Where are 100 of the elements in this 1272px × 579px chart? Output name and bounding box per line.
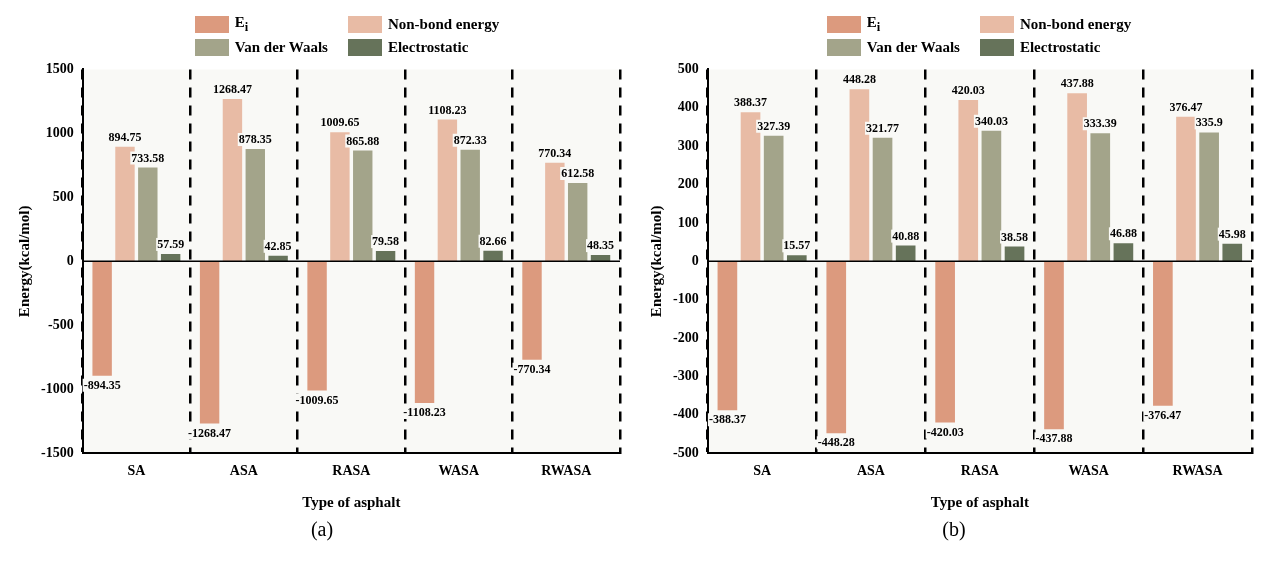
- x-tick-label: SA: [127, 463, 147, 479]
- data-label: 437.88: [1060, 76, 1094, 91]
- data-label: 327.39: [757, 118, 791, 133]
- data-label: -1009.65: [295, 392, 339, 407]
- data-label: 894.75: [108, 129, 142, 144]
- text: (a): [310, 518, 334, 541]
- legend-label: Van der Waals: [234, 39, 328, 56]
- bar: [268, 255, 288, 262]
- bar: [483, 250, 503, 262]
- y-tick-label: 0: [691, 252, 699, 268]
- data-label: 376.47: [1169, 99, 1203, 114]
- data-label: 388.37: [734, 95, 768, 110]
- data-label: 865.88: [346, 133, 380, 148]
- data-label: 612.58: [561, 166, 595, 181]
- data-label: 733.58: [131, 150, 165, 165]
- x-tick-label: RASA: [332, 463, 372, 479]
- y-tick-label: -300: [672, 368, 699, 384]
- y-tick-label: 0: [66, 252, 74, 268]
- y-tick-label: -400: [672, 406, 699, 422]
- y-tick-label: -1500: [40, 444, 74, 460]
- y-tick-label: 1500: [45, 61, 74, 77]
- data-label: -1108.23: [403, 405, 446, 420]
- x-tick-label: RWASA: [1172, 463, 1224, 479]
- bar: [414, 261, 435, 404]
- legend-label: E$_{i}$: [234, 14, 249, 35]
- data-label: 335.9: [1195, 115, 1223, 130]
- data-label: 340.03: [974, 113, 1008, 128]
- bar: [1222, 243, 1243, 262]
- y-tick-label: 500: [677, 61, 699, 77]
- data-label: 46.88: [1109, 226, 1137, 241]
- bar: [1090, 133, 1111, 262]
- bar: [375, 251, 396, 262]
- data-label: -770.34: [513, 361, 551, 376]
- x-tick-label: SA: [753, 463, 772, 479]
- data-label: 45.98: [1218, 226, 1246, 241]
- data-label: -894.35: [83, 377, 121, 392]
- bar: [590, 255, 611, 262]
- bar: [1004, 246, 1025, 262]
- bar: [1199, 132, 1219, 262]
- data-label: 1108.23: [428, 102, 467, 117]
- data-label: 333.39: [1083, 116, 1117, 131]
- y-tick-label: -1000: [40, 380, 74, 396]
- text: (b): [942, 518, 966, 541]
- y-tick-label: -500: [47, 316, 74, 332]
- data-label: 82.66: [479, 233, 507, 248]
- y-tick-label: -200: [672, 329, 699, 345]
- legend-label: E$_{i}$: [866, 14, 881, 35]
- x-tick-label: ASA: [856, 463, 886, 479]
- bar: [92, 261, 112, 376]
- bar: [307, 261, 327, 391]
- data-label: 1268.47: [212, 82, 252, 97]
- y-tick-label: 300: [677, 137, 699, 153]
- bar: [138, 167, 158, 262]
- x-tick-label: RWASA: [541, 463, 593, 479]
- bar: [1176, 116, 1196, 262]
- legend-label: Non-bond energy: [387, 16, 500, 33]
- data-label: 42.85: [264, 238, 292, 253]
- y-tick-label: 500: [52, 188, 74, 204]
- y-tick-label: 200: [677, 176, 699, 192]
- bar: [245, 148, 265, 262]
- bar: [895, 245, 916, 262]
- data-label: -437.88: [1035, 431, 1073, 446]
- data-label: 1009.65: [320, 115, 360, 130]
- data-label: -388.37: [708, 412, 746, 427]
- y-axis-title: Energy(kcal/mol): [647, 205, 665, 318]
- y-axis-title: Energy(kcal/mol): [15, 205, 33, 318]
- bar: [567, 182, 588, 262]
- bar: [353, 150, 373, 262]
- data-label: 40.88: [892, 228, 920, 243]
- y-tick-label: -100: [672, 291, 699, 307]
- data-label: 872.33: [453, 132, 487, 147]
- data-label: -420.03: [926, 424, 964, 439]
- x-tick-label: ASA: [229, 463, 259, 479]
- bar: [1153, 261, 1173, 406]
- bar: [522, 261, 542, 360]
- bar: [460, 149, 480, 262]
- bar: [872, 137, 893, 262]
- data-label: 15.57: [783, 238, 811, 253]
- data-label: 321.77: [866, 120, 900, 135]
- y-tick-label: 400: [677, 99, 699, 115]
- bar: [1113, 243, 1134, 262]
- legend-label: Van der Waals: [866, 39, 960, 56]
- data-label: -1268.47: [188, 425, 232, 440]
- data-label: 878.35: [238, 132, 272, 147]
- x-tick-label: WASA: [438, 463, 480, 479]
- legend-label: Non-bond energy: [1019, 16, 1132, 33]
- data-label: 57.59: [157, 237, 185, 252]
- legend-label: Electrostatic: [387, 39, 469, 56]
- bar: [981, 130, 1002, 262]
- bar: [826, 261, 847, 434]
- data-label: 448.28: [842, 72, 876, 87]
- bar: [1044, 261, 1064, 430]
- data-label: 770.34: [538, 145, 572, 160]
- bar: [935, 261, 955, 423]
- x-tick-label: WASA: [1068, 463, 1110, 479]
- data-label: -448.28: [817, 435, 855, 450]
- bar: [199, 261, 220, 424]
- data-label: 38.58: [1001, 229, 1029, 244]
- legend-label: Electrostatic: [1019, 39, 1101, 56]
- data-label: 79.58: [372, 234, 400, 249]
